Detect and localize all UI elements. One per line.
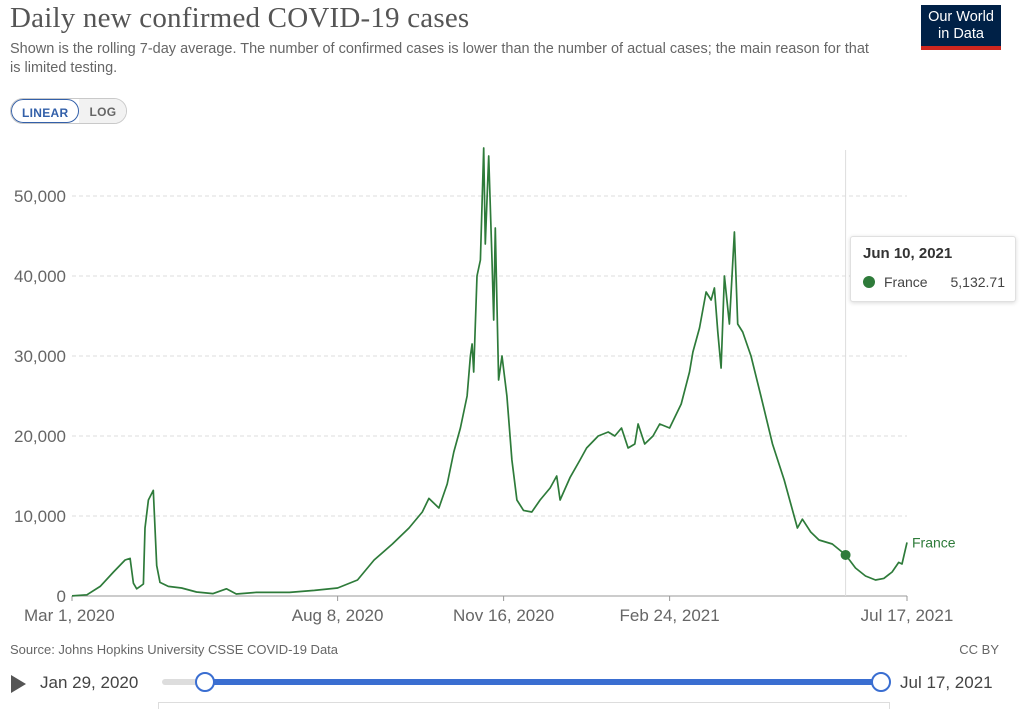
timeline-slider: Jan 29, 2020 Jul 17, 2021 (0, 666, 1024, 700)
x-tick-label: Mar 1, 2020 (24, 606, 115, 625)
x-tick-label: Jul 17, 2021 (861, 606, 954, 625)
timeline-track[interactable] (162, 679, 882, 685)
series-color-dot (863, 276, 875, 288)
x-tick-label: Nov 16, 2020 (453, 606, 554, 625)
series-label-france: France (912, 534, 956, 550)
y-tick-label: 0 (57, 587, 66, 606)
x-tick-label: Aug 8, 2020 (292, 606, 384, 625)
tooltip-date: Jun 10, 2021 (863, 245, 953, 262)
timeline-range (206, 679, 882, 685)
logo-line-1: Our World (928, 9, 994, 25)
panel-edge (158, 702, 890, 709)
scale-toggle: LINEAR LOG (10, 98, 128, 124)
line-chart[interactable]: 0 10,000 20,000 30,000 40,000 50,000 Mar 1, 20… (0, 135, 1024, 635)
highlight-point (840, 549, 851, 560)
series-line-france (71, 147, 908, 597)
timeline-start-label: Jan 29, 2020 (40, 673, 139, 692)
timeline-end-handle[interactable] (871, 672, 891, 692)
y-tick-label: 30,000 (14, 347, 66, 366)
linear-scale-button[interactable]: LINEAR (11, 99, 80, 123)
hover-tooltip: Jun 10, 2021 France 5,132.71 (850, 236, 1016, 302)
y-tick-label: 40,000 (14, 267, 66, 286)
log-scale-button[interactable]: LOG (79, 99, 127, 123)
play-icon[interactable] (11, 675, 26, 693)
x-tick-label: Feb 24, 2021 (620, 606, 720, 625)
timeline-start-handle[interactable] (195, 672, 215, 692)
source-link[interactable]: Source: Johns Hopkins University CSSE CO… (10, 642, 339, 657)
chart-subtitle: Shown is the rolling 7-day average. The … (10, 41, 869, 76)
y-tick-label: 10,000 (14, 507, 66, 526)
owid-logo[interactable]: Our World in Data (921, 5, 1001, 50)
chart-title: Daily new confirmed COVID-19 cases (10, 2, 470, 34)
y-tick-label: 50,000 (14, 187, 66, 206)
license-link[interactable]: CC BY (959, 642, 999, 657)
y-tick-label: 20,000 (14, 427, 66, 446)
timeline-end-label: Jul 17, 2021 (900, 673, 993, 692)
tooltip-row: France 5,132.71 (861, 274, 1005, 290)
logo-line-2: in Data (938, 26, 984, 42)
tooltip-value: 5,132.71 (950, 274, 1006, 290)
tooltip-series-name: France (884, 274, 928, 290)
